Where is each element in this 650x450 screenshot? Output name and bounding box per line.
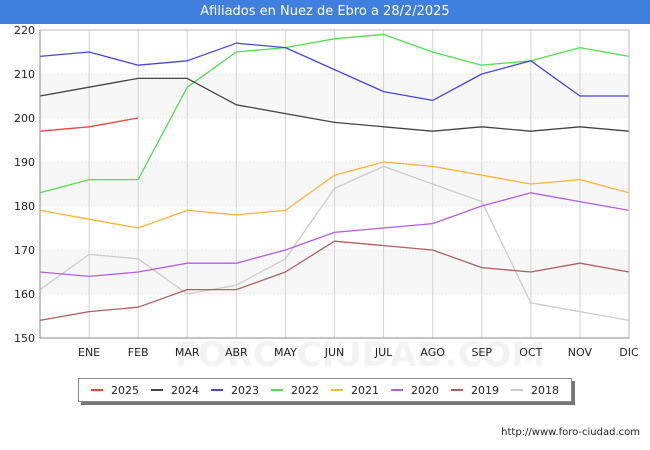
legend-swatch [331,389,343,391]
legend-swatch [151,389,163,391]
x-tick-label: SEP [471,346,492,359]
y-tick-label: 200 [14,112,35,125]
legend-item-2025: 2025 [91,384,139,397]
x-tick-label: JUN [324,346,345,359]
x-tick-label: AGO [420,346,445,359]
x-tick-label: OCT [519,346,542,359]
legend-item-2024: 2024 [151,384,199,397]
y-tick-label: 190 [14,156,35,169]
x-tick-label: MAR [175,346,200,359]
y-tick-label: 160 [14,288,35,301]
x-tick-labels: ENE FEB MAR ABR MAY JUN JUL AGO SEP OCT NOV DIC [78,346,639,359]
legend-item-2019: 2019 [451,384,499,397]
y-tick-label: 170 [14,244,35,257]
legend-item-2023: 2023 [211,384,259,397]
legend-swatch [451,389,463,391]
legend: 2025 2024 2023 2022 2021 2020 2019 2018 [78,378,572,402]
x-tick-label: FEB [128,346,149,359]
legend-item-2022: 2022 [271,384,319,397]
legend-swatch [91,389,103,391]
line-chart: FORO-CIUDAD.COM 150 160 170 180 190 200 210 220… [14,24,639,375]
series-line-2019 [39,240,630,322]
legend-label: 2022 [291,383,319,397]
series-line-2023 [39,42,629,102]
legend-label: 2021 [351,383,379,397]
legend-label: 2023 [231,383,259,397]
legend-label: 2020 [411,383,439,397]
chart-title: Afiliados en Nuez de Ebro a 28/2/2025 [0,0,650,24]
legend-label: 2019 [471,383,499,397]
legend-label: 2025 [111,383,139,397]
watermark: FORO-CIUDAD.COM [175,335,546,375]
x-tick-label: NOV [568,346,593,359]
axes [39,29,630,339]
series-line-2020 [39,192,630,278]
x-tick-label: JUL [374,346,393,359]
legend-swatch [511,389,523,391]
series-line-2025 [39,117,139,132]
legend-item-2020: 2020 [391,384,439,397]
legend-item-2021: 2021 [331,384,379,397]
y-tick-label: 180 [14,200,35,213]
x-tick-label: DIC [619,346,639,359]
legend-label: 2024 [171,383,199,397]
legend-item-2018: 2018 [511,384,559,397]
legend-swatch [211,389,223,391]
series-lines [39,33,630,322]
y-tick-label: 210 [14,68,35,81]
y-tick-label: 220 [14,24,35,37]
series-line-2018 [39,165,630,322]
source-url: http://www.foro-ciudad.com [501,427,640,438]
series-line-2021 [39,161,630,229]
y-tick-labels: 150 160 170 180 190 200 210 220 [14,24,35,345]
series-line-2024 [39,77,630,132]
x-tick-label: ABR [225,346,248,359]
x-tick-label: MAY [274,346,297,359]
y-tick-label: 150 [14,332,35,345]
legend-swatch [391,389,403,391]
x-tick-label: ENE [78,346,100,359]
legend-label: 2018 [531,383,559,397]
legend-swatch [271,389,283,391]
